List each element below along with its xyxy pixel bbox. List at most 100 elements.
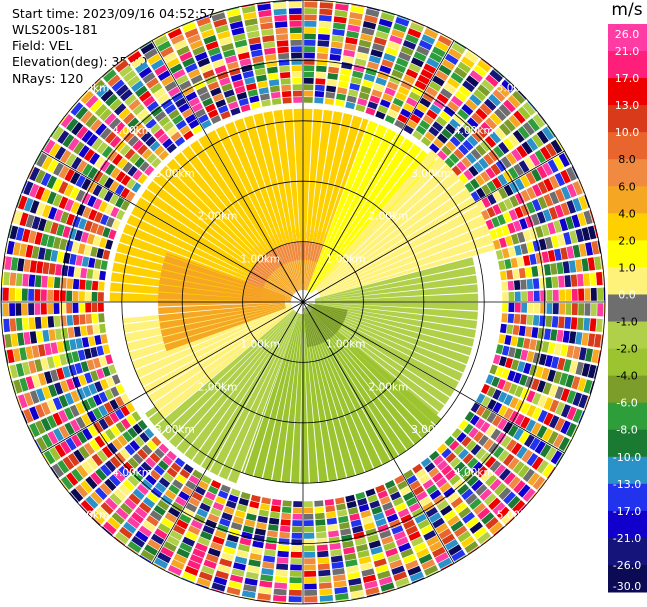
noise-gate	[503, 394, 514, 406]
colorbar-segment	[608, 186, 647, 214]
noise-gate	[157, 552, 172, 564]
noise-gate	[314, 506, 325, 514]
noise-gate	[495, 366, 504, 377]
noise-gate	[464, 411, 475, 422]
noise-gate	[395, 536, 409, 547]
noise-gate	[541, 126, 555, 141]
noise-gate	[142, 95, 156, 107]
noise-gate	[170, 34, 185, 45]
colorbar-tick-label: -2.0	[616, 343, 637, 356]
noise-gate	[583, 273, 591, 287]
noise-gate	[53, 315, 61, 327]
noise-gate	[554, 343, 562, 356]
noise-gate	[29, 331, 38, 344]
noise-gate	[489, 112, 502, 126]
noise-gate	[21, 411, 28, 424]
noise-gate	[124, 94, 137, 106]
noise-gate	[405, 97, 418, 107]
noise-gate	[506, 324, 514, 335]
noise-gate	[393, 63, 407, 74]
noise-gate	[405, 559, 419, 570]
noise-gate	[566, 345, 575, 358]
noise-gate	[197, 536, 211, 547]
velocity-ray-bin	[206, 130, 276, 250]
colorbar-segment	[608, 321, 647, 350]
noise-gate	[127, 427, 138, 439]
noise-gate	[462, 122, 475, 134]
noise-gate	[105, 216, 115, 228]
noise-gate	[421, 559, 436, 570]
noise-gate	[166, 535, 180, 547]
noise-gate	[349, 513, 361, 521]
noise-gate	[46, 356, 56, 369]
velocity-ray-bin	[314, 304, 475, 347]
noise-gate	[182, 508, 195, 519]
noise-gate	[77, 243, 86, 255]
colorbar-unit-label: m/s	[611, 0, 643, 20]
noise-gate	[464, 540, 479, 554]
noise-gate	[73, 326, 81, 338]
noise-gate	[441, 145, 452, 156]
noise-gate	[458, 144, 469, 156]
noise-gate	[15, 288, 22, 301]
noise-gate	[110, 386, 120, 398]
noise-gate	[58, 394, 69, 408]
noise-gate	[507, 313, 515, 324]
noise-gate	[188, 474, 200, 485]
noise-gate	[406, 474, 418, 485]
noise-gate	[467, 546, 480, 555]
noise-gate	[167, 28, 183, 40]
noise-gate	[86, 359, 96, 371]
noise-gate	[502, 453, 515, 467]
noise-gate	[523, 434, 535, 448]
noise-gate	[438, 528, 452, 540]
noise-gate	[304, 65, 315, 72]
noise-gate	[271, 499, 282, 506]
noise-gate	[10, 333, 19, 347]
noise-gate	[140, 549, 155, 562]
noise-gate	[537, 327, 545, 339]
noise-gate	[400, 108, 412, 118]
noise-gate	[207, 81, 220, 91]
noise-gate	[423, 564, 439, 576]
noise-gate	[501, 313, 508, 323]
noise-gate	[53, 303, 60, 314]
noise-gate	[564, 275, 572, 288]
noise-gate	[316, 65, 327, 73]
noise-gate	[581, 332, 589, 346]
noise-gate	[594, 334, 602, 348]
noise-gate	[518, 325, 526, 337]
noise-gate	[416, 547, 430, 559]
noise-gate	[553, 371, 563, 384]
noise-gate	[504, 357, 514, 369]
noise-gate	[78, 291, 85, 302]
noise-gate	[398, 542, 412, 553]
noise-gate	[213, 576, 228, 586]
noise-gate	[60, 476, 74, 490]
noise-gate	[122, 161, 133, 173]
velocity-ray-bin	[318, 205, 482, 294]
velocity-ray-bin	[139, 307, 293, 387]
noise-gate	[225, 55, 238, 64]
noise-gate	[225, 95, 237, 104]
noise-gate	[405, 68, 419, 79]
noise-gate	[84, 348, 92, 360]
noise-gate	[416, 490, 428, 502]
noise-gate	[74, 362, 83, 375]
noise-gate	[34, 275, 42, 288]
noise-gate	[327, 72, 339, 80]
noise-gate	[539, 315, 546, 327]
noise-gate	[168, 86, 181, 98]
noise-gate	[540, 290, 547, 301]
noise-gate	[533, 303, 540, 314]
noise-gate	[414, 80, 427, 91]
range-ring-label: 5.00km	[70, 510, 110, 522]
noise-gate	[138, 66, 152, 79]
noise-gate	[27, 425, 35, 438]
noise-gate	[9, 225, 19, 240]
noise-gate	[166, 143, 177, 154]
noise-gate	[478, 157, 489, 170]
noise-gate	[458, 466, 470, 478]
noise-gate	[259, 93, 270, 101]
noise-gate	[94, 335, 102, 346]
